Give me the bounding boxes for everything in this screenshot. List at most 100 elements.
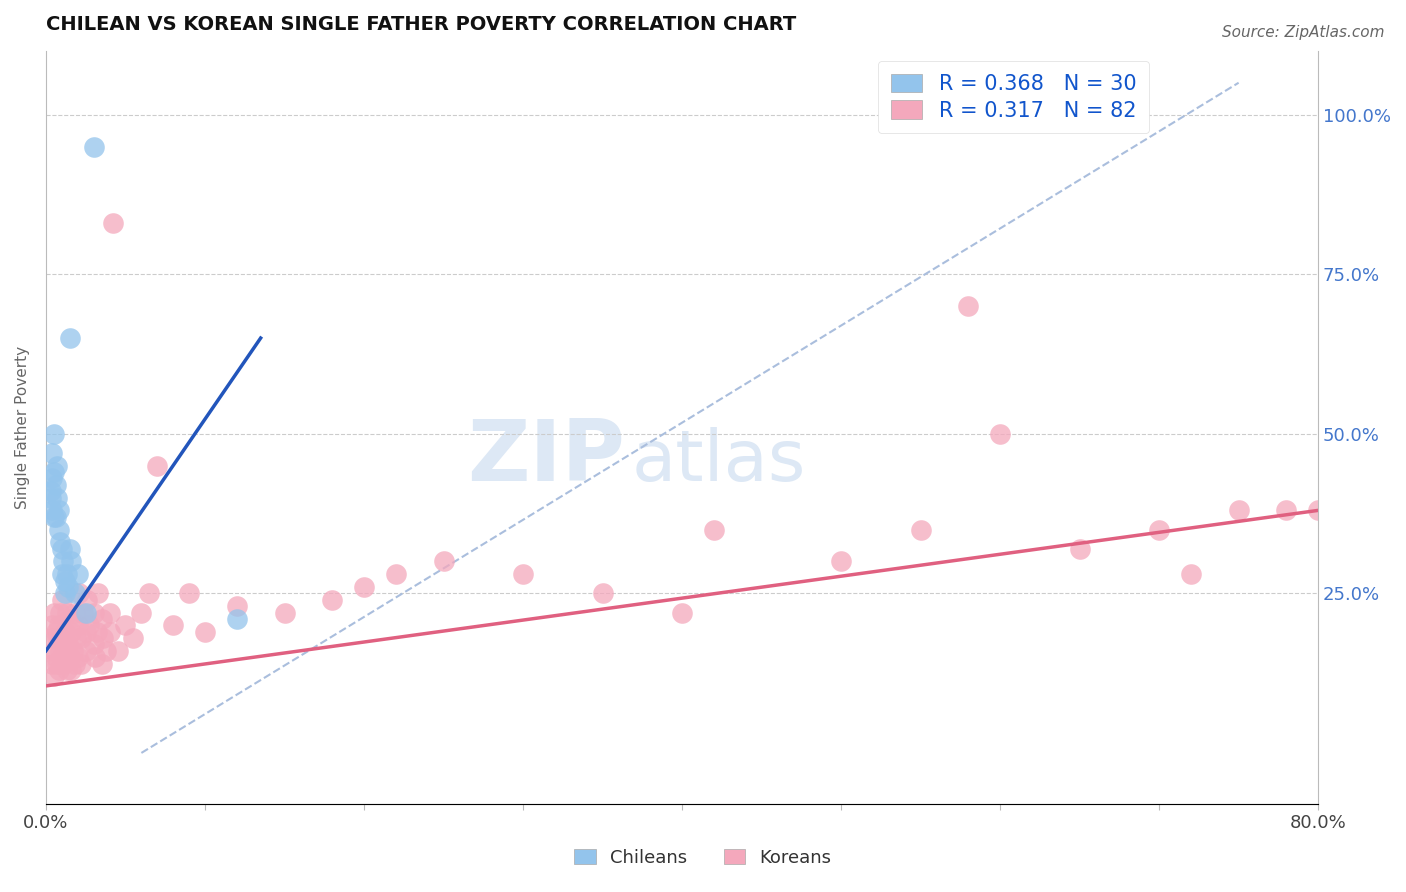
Point bbox=[83, 606, 105, 620]
Point bbox=[59, 612, 82, 626]
Point bbox=[66, 650, 89, 665]
Point bbox=[60, 554, 83, 568]
Point bbox=[114, 618, 136, 632]
Point bbox=[90, 657, 112, 671]
Point bbox=[51, 541, 73, 556]
Point bbox=[63, 586, 86, 600]
Point bbox=[41, 446, 63, 460]
Point bbox=[146, 458, 169, 473]
Point bbox=[41, 471, 63, 485]
Point bbox=[91, 631, 114, 645]
Point bbox=[53, 644, 76, 658]
Point bbox=[55, 567, 77, 582]
Text: Source: ZipAtlas.com: Source: ZipAtlas.com bbox=[1222, 25, 1385, 40]
Point bbox=[53, 624, 76, 639]
Point bbox=[592, 586, 614, 600]
Point bbox=[52, 554, 75, 568]
Legend: R = 0.368   N = 30, R = 0.317   N = 82: R = 0.368 N = 30, R = 0.317 N = 82 bbox=[879, 62, 1149, 134]
Point bbox=[66, 567, 89, 582]
Point bbox=[385, 567, 408, 582]
Point bbox=[72, 606, 94, 620]
Point bbox=[42, 509, 65, 524]
Point bbox=[512, 567, 534, 582]
Point bbox=[432, 554, 454, 568]
Point bbox=[131, 606, 153, 620]
Point bbox=[42, 644, 65, 658]
Point bbox=[65, 631, 87, 645]
Text: ZIP: ZIP bbox=[467, 416, 624, 499]
Point bbox=[86, 624, 108, 639]
Point bbox=[49, 535, 72, 549]
Text: CHILEAN VS KOREAN SINGLE FATHER POVERTY CORRELATION CHART: CHILEAN VS KOREAN SINGLE FATHER POVERTY … bbox=[46, 15, 796, 34]
Point bbox=[70, 631, 93, 645]
Point bbox=[53, 574, 76, 588]
Point bbox=[830, 554, 852, 568]
Point bbox=[46, 631, 69, 645]
Point bbox=[321, 592, 343, 607]
Point bbox=[1308, 503, 1330, 517]
Point bbox=[671, 606, 693, 620]
Point bbox=[84, 650, 107, 665]
Point bbox=[60, 624, 83, 639]
Point bbox=[177, 586, 200, 600]
Point bbox=[41, 503, 63, 517]
Point bbox=[353, 580, 375, 594]
Point bbox=[75, 644, 97, 658]
Point bbox=[59, 331, 82, 345]
Point bbox=[76, 592, 98, 607]
Point bbox=[48, 663, 70, 677]
Point bbox=[90, 612, 112, 626]
Point bbox=[122, 631, 145, 645]
Point bbox=[96, 644, 118, 658]
Point bbox=[162, 618, 184, 632]
Point bbox=[75, 606, 97, 620]
Point bbox=[46, 657, 69, 671]
Point bbox=[53, 586, 76, 600]
Point bbox=[42, 426, 65, 441]
Point bbox=[910, 523, 932, 537]
Point bbox=[51, 567, 73, 582]
Point bbox=[49, 644, 72, 658]
Point bbox=[83, 139, 105, 153]
Point bbox=[273, 606, 295, 620]
Point bbox=[1180, 567, 1202, 582]
Point bbox=[1147, 523, 1170, 537]
Point bbox=[63, 657, 86, 671]
Point bbox=[107, 644, 129, 658]
Point bbox=[48, 618, 70, 632]
Point bbox=[39, 484, 62, 499]
Point bbox=[58, 580, 80, 594]
Point bbox=[52, 657, 75, 671]
Point bbox=[87, 586, 110, 600]
Point bbox=[39, 491, 62, 505]
Point bbox=[39, 631, 62, 645]
Y-axis label: Single Father Poverty: Single Father Poverty bbox=[15, 346, 30, 509]
Point bbox=[75, 624, 97, 639]
Point bbox=[1275, 503, 1298, 517]
Point bbox=[42, 465, 65, 479]
Point bbox=[44, 509, 66, 524]
Point bbox=[51, 631, 73, 645]
Point bbox=[44, 478, 66, 492]
Point bbox=[83, 637, 105, 651]
Point bbox=[77, 618, 100, 632]
Point bbox=[44, 650, 66, 665]
Point bbox=[225, 612, 247, 626]
Point bbox=[66, 618, 89, 632]
Point bbox=[48, 503, 70, 517]
Point bbox=[55, 663, 77, 677]
Point bbox=[49, 606, 72, 620]
Point bbox=[63, 606, 86, 620]
Point bbox=[70, 657, 93, 671]
Point bbox=[988, 426, 1011, 441]
Point bbox=[62, 644, 84, 658]
Point bbox=[957, 299, 980, 313]
Point bbox=[67, 586, 90, 600]
Point bbox=[59, 650, 82, 665]
Point bbox=[194, 624, 217, 639]
Point bbox=[60, 663, 83, 677]
Point bbox=[41, 657, 63, 671]
Point bbox=[1069, 541, 1091, 556]
Point bbox=[42, 606, 65, 620]
Point bbox=[101, 216, 124, 230]
